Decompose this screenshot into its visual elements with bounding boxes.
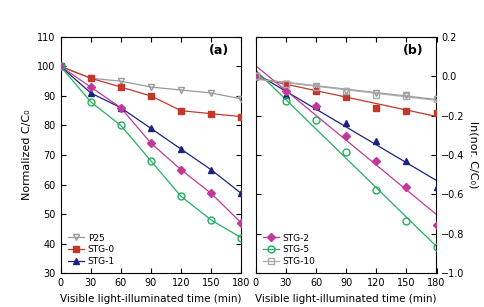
Text: (a): (a) bbox=[208, 44, 228, 57]
Legend: P25, STG-0, STG-1: P25, STG-0, STG-1 bbox=[65, 231, 117, 269]
X-axis label: Visible light-illuminated time (min): Visible light-illuminated time (min) bbox=[60, 294, 241, 304]
Y-axis label: ln(nor. C/C₀): ln(nor. C/C₀) bbox=[468, 121, 478, 189]
Legend: STG-2, STG-5, STG-10: STG-2, STG-5, STG-10 bbox=[260, 231, 318, 269]
Text: (b): (b) bbox=[402, 44, 423, 57]
X-axis label: Visible light-illuminated time (min): Visible light-illuminated time (min) bbox=[255, 294, 436, 304]
Y-axis label: Normalized C/C₀: Normalized C/C₀ bbox=[22, 110, 32, 200]
